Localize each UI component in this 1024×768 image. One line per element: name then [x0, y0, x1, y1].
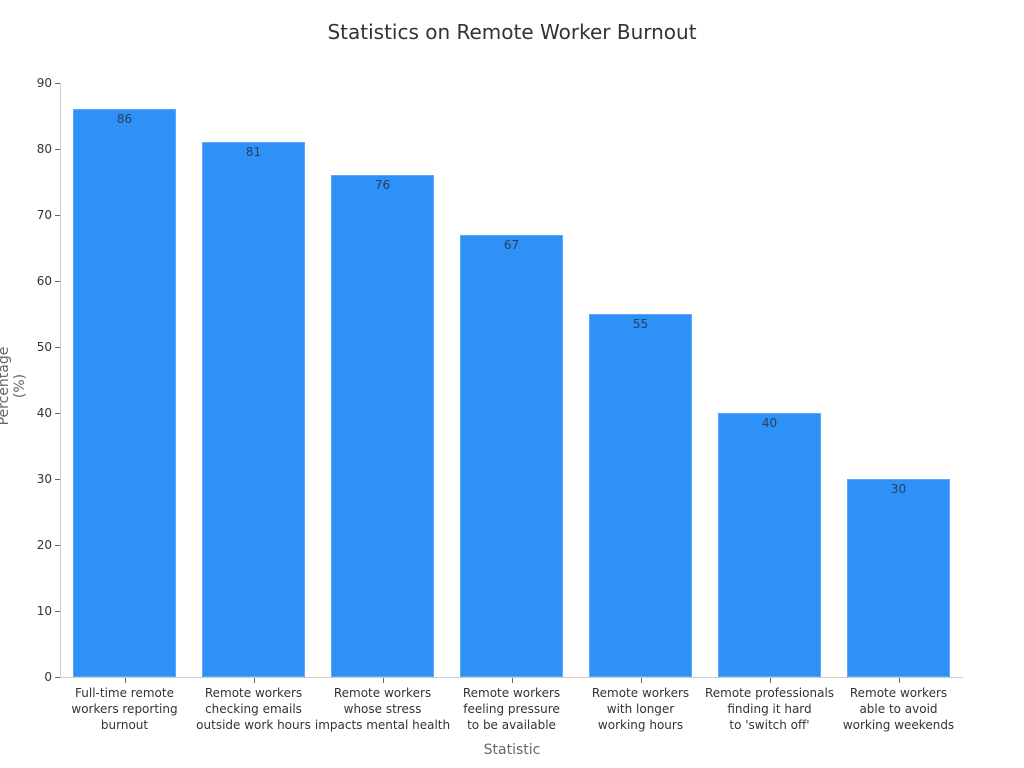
- y-tick-mark: [55, 83, 60, 84]
- bar-value-label: 40: [761, 416, 778, 430]
- y-tick-label: 90: [36, 76, 52, 90]
- bar[interactable]: 30: [847, 479, 950, 677]
- bar[interactable]: 76: [331, 175, 434, 677]
- bar[interactable]: 86: [73, 109, 176, 677]
- bar-value-label: 55: [632, 317, 649, 331]
- y-tick-mark: [55, 347, 60, 348]
- bar-value-label: 76: [374, 178, 391, 193]
- y-tick-mark: [55, 149, 60, 150]
- y-tick-mark: [55, 281, 60, 282]
- chart-title: Statistics on Remote Worker Burnout: [327, 20, 697, 44]
- bar[interactable]: 55: [589, 314, 692, 677]
- x-tick-mark: [511, 678, 513, 683]
- x-tick-label: Remote workers with longer working hours: [591, 686, 690, 732]
- y-tick-label: 20: [36, 538, 52, 552]
- y-tick-label: 0: [44, 670, 52, 684]
- y-tick-label: 70: [36, 208, 52, 222]
- y-tick-mark: [55, 413, 60, 414]
- bar-value-label: 86: [116, 112, 133, 127]
- x-tick-mark: [769, 678, 771, 683]
- x-tick-label: Remote professionals finding it hard to …: [704, 686, 835, 732]
- x-axis-line: [60, 677, 963, 678]
- x-tick-label: Remote workers feeling pressure to be av…: [462, 686, 561, 732]
- y-tick-mark: [55, 677, 60, 678]
- y-tick-mark: [55, 215, 60, 216]
- y-tick-mark: [55, 611, 60, 612]
- x-tick-mark: [640, 678, 642, 683]
- x-tick-label: Remote workers whose stress impacts ment…: [314, 686, 451, 732]
- x-tick-mark: [898, 678, 900, 683]
- bar[interactable]: 67: [460, 234, 563, 677]
- x-tick-mark: [124, 678, 126, 683]
- y-tick-label: 40: [36, 406, 52, 420]
- bar[interactable]: 81: [202, 142, 305, 677]
- y-tick-mark: [55, 479, 60, 480]
- x-tick-label: Full-time remote workers reporting burno…: [71, 686, 178, 732]
- x-tick-label: Remote workers checking emails outside w…: [196, 686, 311, 732]
- y-tick-label: 80: [36, 142, 52, 156]
- y-tick-label: 10: [36, 604, 52, 618]
- bar-value-label: 81: [245, 145, 262, 160]
- y-tick-label: 30: [36, 472, 52, 486]
- bar-value-label: 30: [890, 482, 907, 496]
- y-tick-label: 50: [36, 340, 52, 354]
- bar[interactable]: 40: [718, 413, 821, 677]
- x-axis-title: Statistic: [483, 742, 541, 758]
- bar-value-label: 67: [503, 237, 520, 252]
- y-tick-mark: [55, 545, 60, 546]
- x-tick-label: Remote workers able to avoid working wee…: [842, 686, 955, 732]
- y-axis-line: [60, 83, 61, 677]
- y-tick-label: 60: [36, 274, 52, 288]
- x-tick-mark: [253, 678, 255, 683]
- x-tick-mark: [382, 678, 384, 683]
